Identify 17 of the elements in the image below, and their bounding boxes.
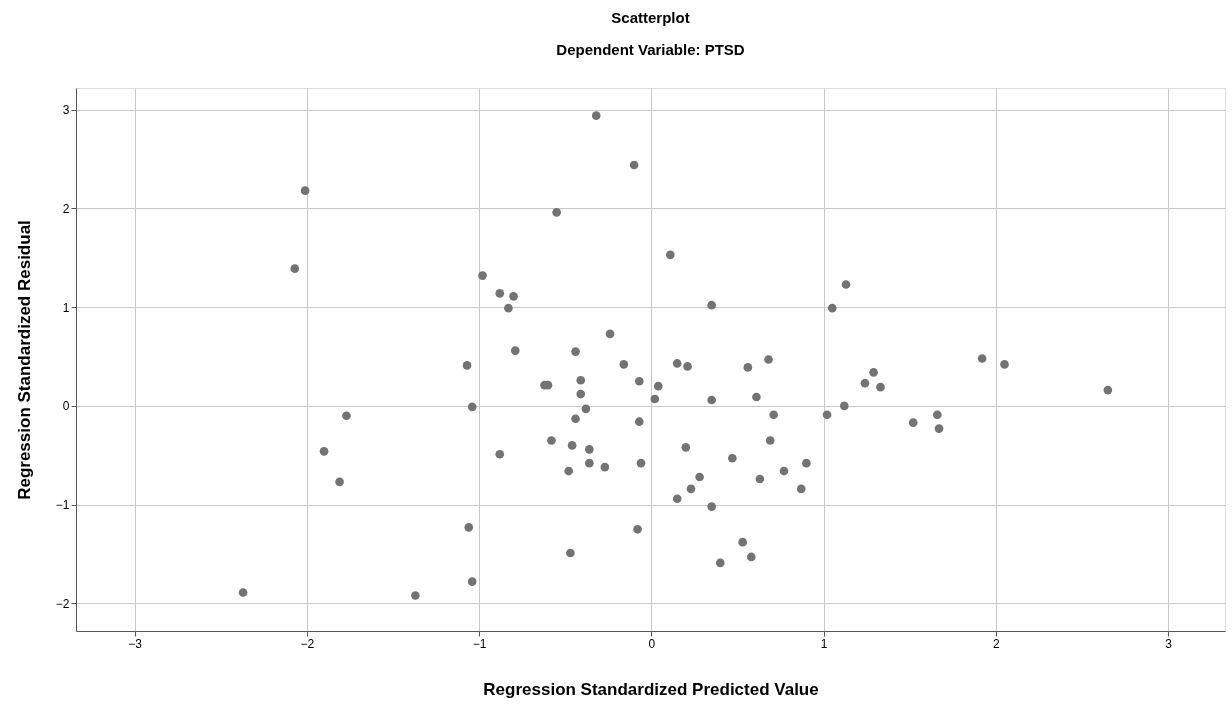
x-tick-label: 2 [993, 636, 1001, 651]
x-tick-label: 3 [1165, 636, 1173, 651]
y-tick-label: 2 [62, 201, 70, 216]
y-tick-label: −1 [55, 498, 70, 513]
y-tick-label: 1 [62, 300, 70, 315]
x-tick-label: −1 [472, 636, 487, 651]
x-tick-label: −2 [300, 636, 315, 651]
x-tick-label: 1 [820, 636, 828, 651]
y-tick-label: 0 [62, 399, 70, 414]
y-axis-title: Regression Standardized Residual [14, 220, 34, 500]
x-tick-label: 0 [648, 636, 656, 651]
chart-title: Scatterplot [611, 9, 690, 26]
x-tick-label: −3 [128, 636, 143, 651]
chart-subtitle: Dependent Variable: PTSD [556, 41, 745, 58]
y-tick-label: 3 [62, 103, 70, 118]
y-tick-label: −2 [55, 596, 70, 611]
x-axis-title: Regression Standardized Predicted Value [483, 679, 819, 699]
